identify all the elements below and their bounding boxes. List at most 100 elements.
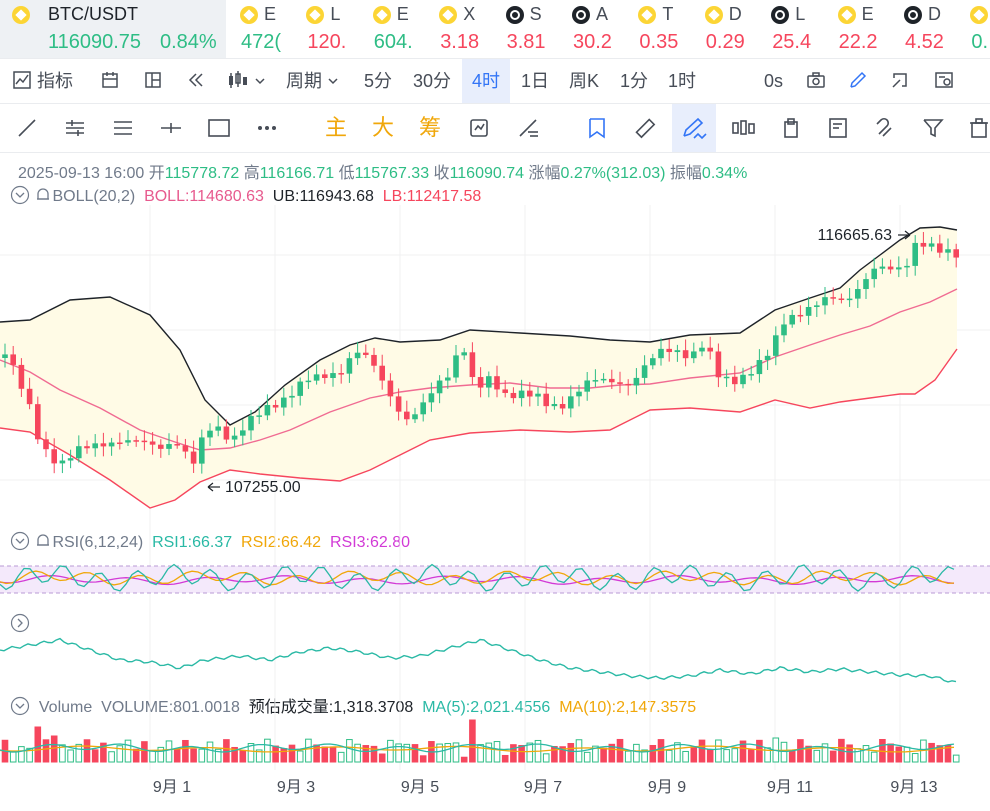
ticker-price[interactable]: 604. xyxy=(373,31,413,53)
secondary-panel-toggle[interactable] xyxy=(10,613,30,634)
volume-bar xyxy=(518,744,525,763)
volume-bar xyxy=(715,739,722,763)
calendar-icon[interactable] xyxy=(100,59,120,103)
horizontal-line-icon[interactable] xyxy=(154,104,188,152)
period-label: 周期 xyxy=(286,71,322,91)
collapse-chevron-icon[interactable] xyxy=(10,185,30,205)
indicators-button[interactable]: 指标 xyxy=(12,59,73,103)
ticker-price[interactable]: 4.52 xyxy=(905,31,944,53)
bell-icon[interactable] xyxy=(34,186,52,204)
bnb-icon xyxy=(439,6,458,24)
candle xyxy=(658,348,664,359)
trash-icon[interactable] xyxy=(962,104,990,152)
ruler-icon[interactable] xyxy=(628,104,662,152)
indicator-bars-icon[interactable] xyxy=(725,104,759,152)
rsi3-value: RSI3:62.80 xyxy=(329,534,411,551)
ticker-price[interactable]: 0. xyxy=(971,31,989,53)
ticker-price[interactable]: 3.18 xyxy=(440,31,480,53)
ticker-price[interactable]: 30.2 xyxy=(573,31,612,53)
x-axis-date-label: 9月 13 xyxy=(890,779,937,796)
ticker-name[interactable]: S xyxy=(529,4,542,24)
volume-bar xyxy=(67,749,74,763)
candle-type-button[interactable] xyxy=(227,59,266,103)
ticker-name[interactable]: E xyxy=(264,4,277,24)
main-force-button[interactable]: 主 xyxy=(325,115,348,140)
interval-5m[interactable]: 5分 xyxy=(364,71,393,91)
clipboard-icon[interactable] xyxy=(774,104,808,152)
interval-4h[interactable]: 4时 xyxy=(462,59,510,103)
candle xyxy=(10,354,16,365)
bell-icon[interactable] xyxy=(34,532,52,550)
interval-30m[interactable]: 30分 xyxy=(413,71,452,91)
ticker-name[interactable]: D xyxy=(728,4,742,24)
candle xyxy=(494,376,500,390)
ticker-price[interactable]: 22.2 xyxy=(838,31,878,53)
volume-bar xyxy=(75,743,83,763)
ticker-name[interactable]: D xyxy=(928,4,941,24)
candle xyxy=(789,314,795,325)
ticker-price[interactable]: 3.81 xyxy=(506,31,546,53)
ticker-name[interactable]: X xyxy=(463,4,476,24)
volume-bar xyxy=(583,751,591,763)
interval-1hr[interactable]: 1时 xyxy=(668,71,697,91)
boll-value: BOLL:114680.63 xyxy=(144,188,264,205)
interval-1min[interactable]: 1分 xyxy=(620,71,649,91)
ticker-price[interactable]: 120. xyxy=(307,31,347,53)
sync-icon[interactable] xyxy=(462,104,496,152)
chevron-right-icon[interactable] xyxy=(10,613,30,633)
ticker-name[interactable]: L xyxy=(795,4,806,24)
candle xyxy=(896,267,902,270)
scale-icon[interactable] xyxy=(511,104,545,152)
ticker-price[interactable]: 0.35 xyxy=(639,31,679,53)
collapse-chevron-icon[interactable] xyxy=(10,696,30,716)
channel-icon[interactable] xyxy=(106,104,140,152)
ticker-name[interactable]: E xyxy=(396,4,409,24)
ticker-name[interactable]: E xyxy=(861,4,874,24)
active-ticker[interactable]: BTC/USDT 116090.75 0.84% xyxy=(0,0,226,58)
camera-icon[interactable] xyxy=(806,59,826,103)
big-order-button[interactable]: 大 xyxy=(372,115,395,140)
period-dropdown[interactable]: 周期 xyxy=(286,59,339,103)
ticker-name[interactable]: A xyxy=(596,4,609,24)
bookmark-icon[interactable] xyxy=(580,104,614,152)
layout-icon[interactable] xyxy=(143,59,163,103)
collapse-chevron-icon[interactable] xyxy=(10,531,30,551)
chips-button[interactable]: 筹 xyxy=(419,115,442,140)
ticker-price[interactable]: 472( xyxy=(241,31,282,53)
more-icon[interactable] xyxy=(250,104,284,152)
settings-icon[interactable] xyxy=(934,59,954,103)
magnet-icon[interactable] xyxy=(868,104,902,152)
bnb-icon xyxy=(240,6,258,24)
volume-bar xyxy=(59,744,66,763)
interval-1w[interactable]: 周K xyxy=(569,71,600,91)
candle xyxy=(633,377,640,386)
brush-icon[interactable] xyxy=(672,104,716,152)
volume-bar xyxy=(821,743,829,763)
volume-bar xyxy=(173,748,181,763)
note-icon[interactable] xyxy=(822,104,856,152)
line-tool-icon[interactable] xyxy=(10,104,44,152)
volume-bar xyxy=(600,747,607,763)
replay-icon[interactable] xyxy=(186,59,206,103)
filter-icon[interactable] xyxy=(916,104,950,152)
rectangle-icon[interactable] xyxy=(202,104,236,152)
pencil-icon[interactable] xyxy=(848,59,868,103)
interval-1d[interactable]: 1日 xyxy=(521,71,550,91)
candle xyxy=(600,378,607,381)
active-ticker-name: BTC/USDT xyxy=(48,4,138,24)
candle xyxy=(576,391,582,397)
volume-bar xyxy=(272,745,279,763)
amp-label: 振幅 xyxy=(669,165,702,182)
volume-bar xyxy=(108,751,115,763)
parallel-lines-icon[interactable] xyxy=(58,104,92,152)
volume-bar xyxy=(608,743,616,763)
ticker-name[interactable]: L xyxy=(330,4,341,24)
ticker-name[interactable]: T xyxy=(662,4,674,24)
candle xyxy=(814,305,820,307)
ticker-price[interactable]: 0.29 xyxy=(705,31,745,53)
expand-icon[interactable] xyxy=(890,59,910,103)
estimated-volume: 预估成交量:1,318.3708 xyxy=(248,699,414,716)
ticker-price[interactable]: 25.4 xyxy=(772,31,812,53)
volume-bar xyxy=(592,745,599,763)
